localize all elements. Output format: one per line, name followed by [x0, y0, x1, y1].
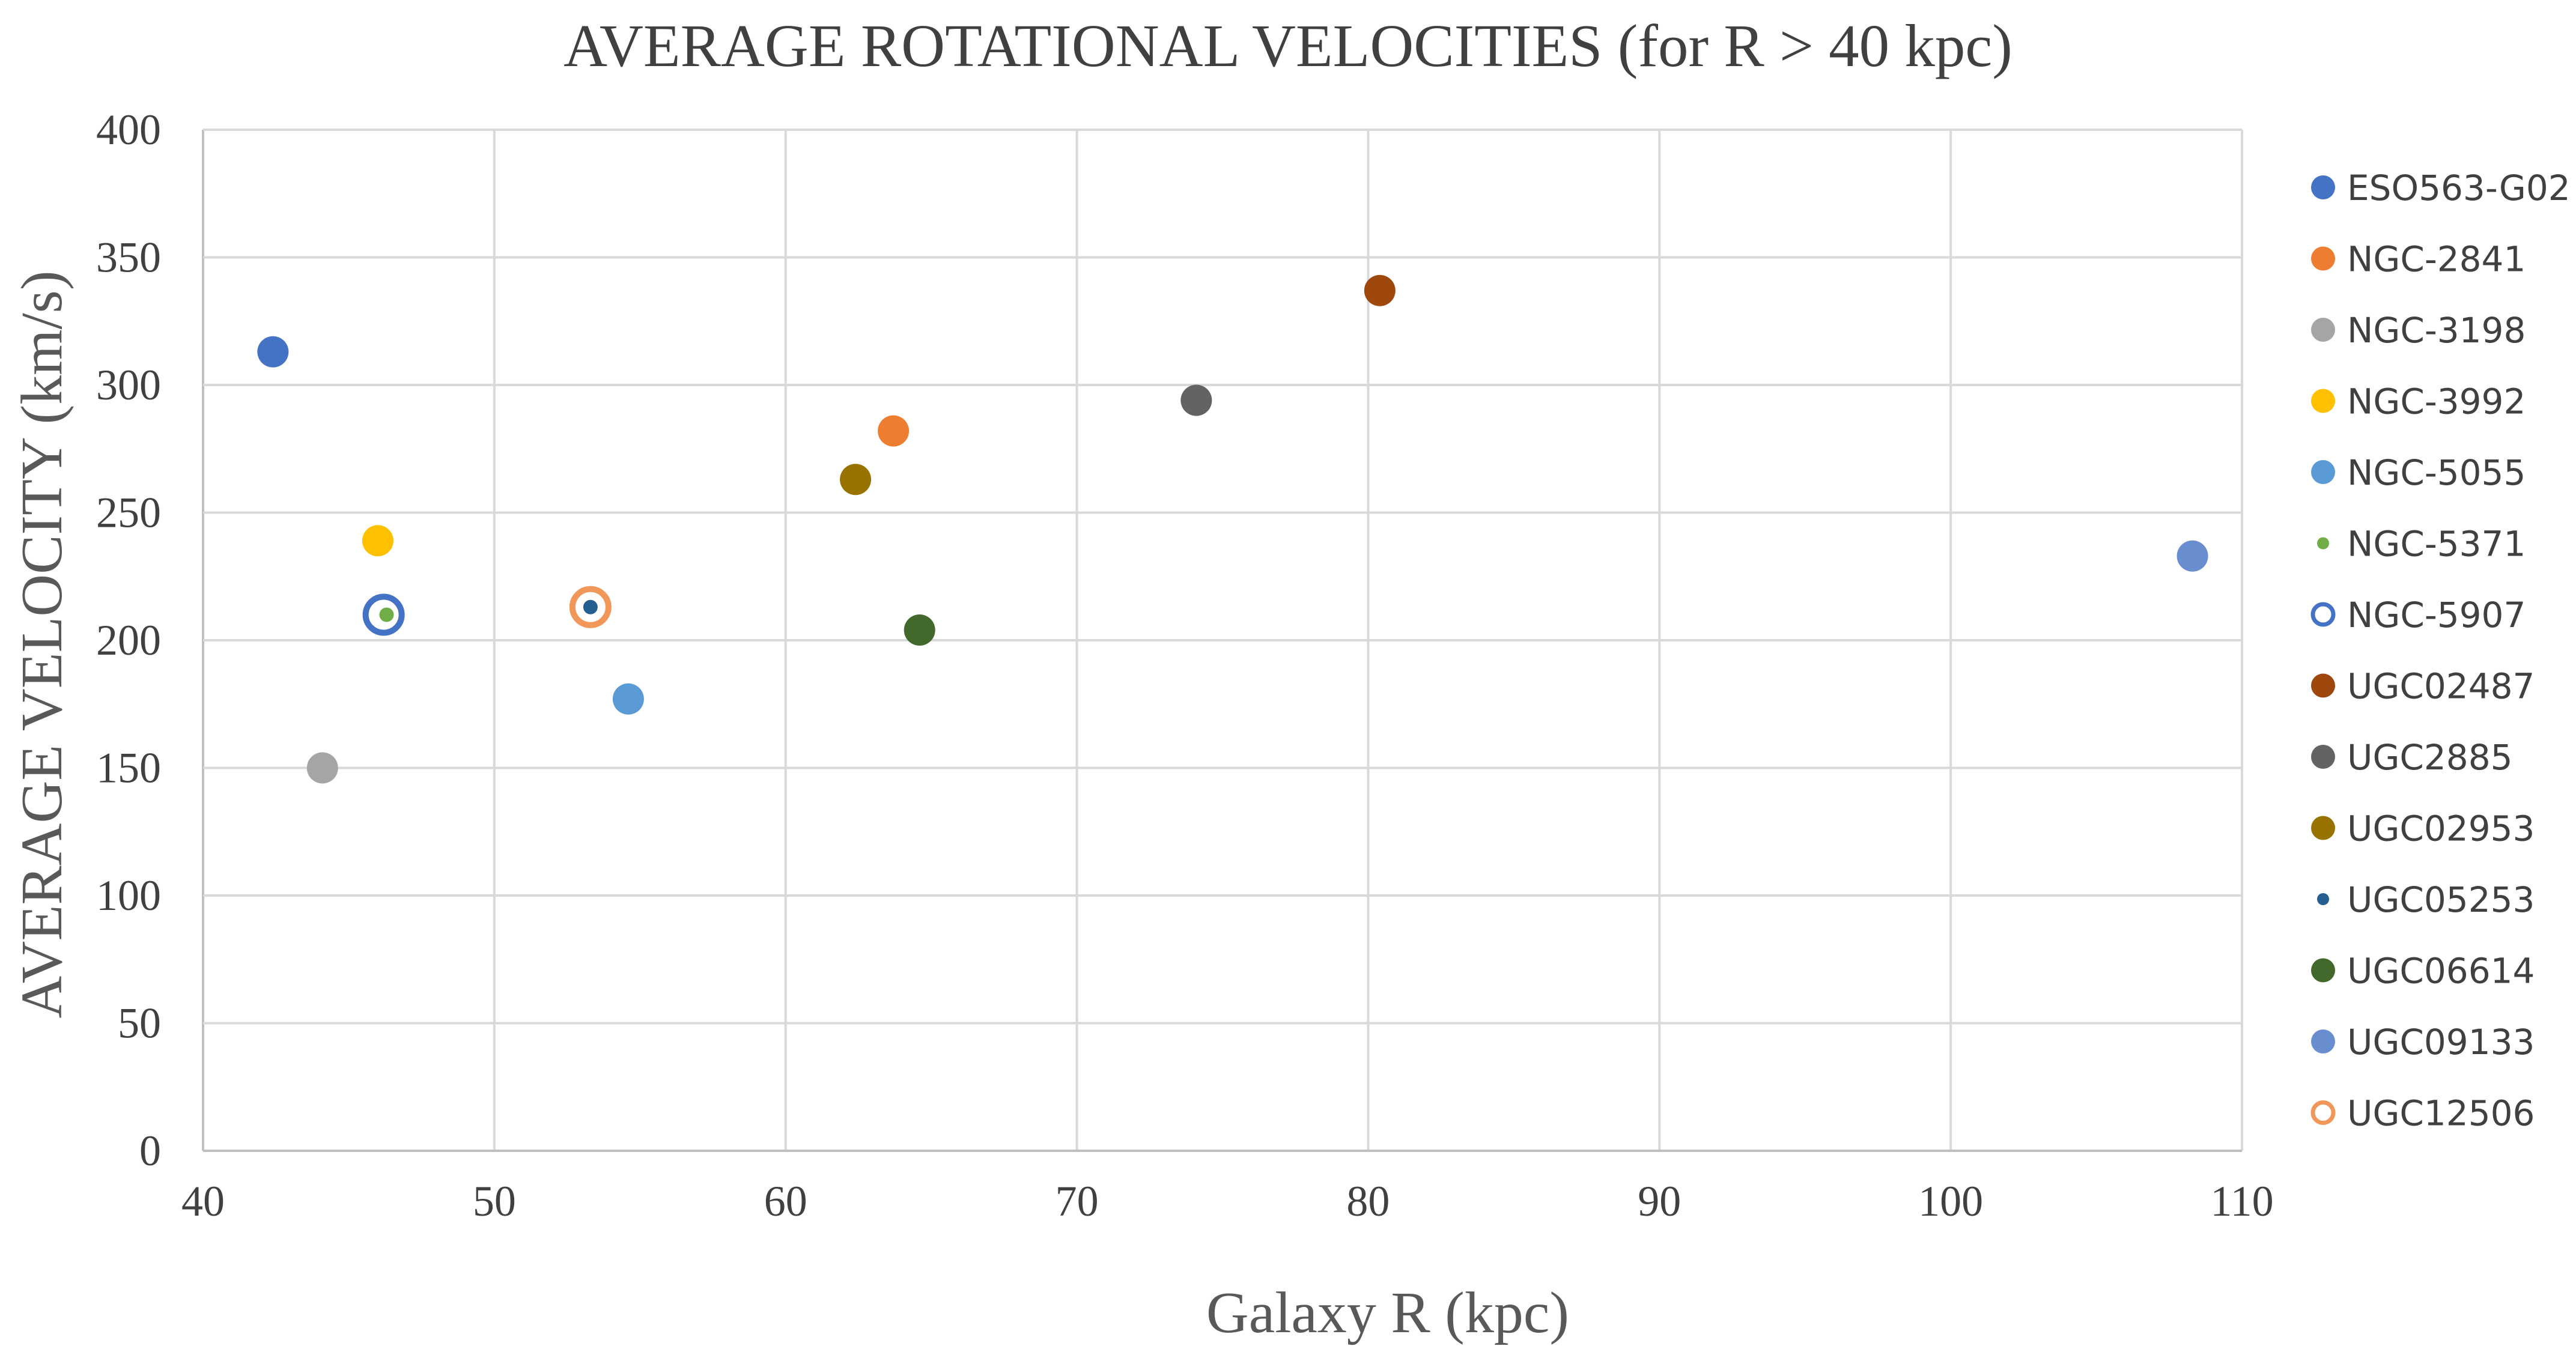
- legend-label-ugc05253: UGC05253: [2347, 879, 2535, 920]
- legend-label-ngc-5907: NGC-5907: [2347, 595, 2526, 635]
- y-tick-label: 150: [96, 744, 161, 792]
- x-tick-label: 60: [764, 1177, 807, 1225]
- y-tick-label: 300: [96, 361, 161, 409]
- legend-marker-ugc12506: [2310, 1100, 2336, 1125]
- y-tick-label: 350: [96, 234, 161, 282]
- tick-labels: 40 50 60 70 80 90 100 110 0 50 100 150 200 250 300 350 4…: [96, 106, 2274, 1225]
- x-tick-label: 80: [1346, 1177, 1390, 1225]
- data-point-ngc-3198: [306, 752, 338, 784]
- data-point-ugc12506: [569, 586, 612, 628]
- legend-label-ngc-5371: NGC-5371: [2347, 524, 2526, 565]
- data-point-ngc-5055: [612, 683, 644, 715]
- y-tick-label: 400: [96, 106, 161, 154]
- data-point-ngc-3992: [362, 525, 393, 557]
- data-point-ugc09133: [2177, 540, 2208, 572]
- data-point-ugc02953: [840, 464, 872, 496]
- legend-label-ugc2885: UGC2885: [2347, 737, 2513, 778]
- data-point-ngc-2841: [878, 415, 910, 447]
- y-tick-label: 250: [96, 489, 161, 537]
- y-axis-title: AVERAGE VELOCITY (km/s): [10, 271, 74, 1019]
- legend-marker-ugc02487: [2311, 673, 2335, 698]
- legend-marker-ngc-3992: [2311, 389, 2335, 413]
- y-tick-label: 0: [139, 1127, 161, 1175]
- gridlines: [202, 129, 2243, 1152]
- x-tick-label: 70: [1056, 1177, 1099, 1225]
- legend-marker-ugc02953: [2311, 816, 2335, 840]
- legend: ESO563-G02 NGC-2841 NGC-3198 NGC-3992 NGC-50…: [2310, 168, 2571, 1134]
- legend-label-ugc09133: UGC09133: [2347, 1022, 2535, 1062]
- y-tick-label: 100: [96, 872, 161, 920]
- x-tick-label: 110: [2210, 1177, 2273, 1225]
- data-point-ugc06614: [904, 614, 935, 646]
- legend-label-ngc-5055: NGC-5055: [2347, 452, 2526, 493]
- data-point-ugc2885: [1180, 384, 1212, 416]
- y-tick-label: 50: [118, 999, 161, 1047]
- legend-label-ngc-2841: NGC-2841: [2347, 239, 2526, 280]
- data-point-ngc-5371: [379, 607, 394, 622]
- legend-marker-ugc2885: [2311, 745, 2335, 769]
- y-tick-label: 200: [96, 616, 161, 664]
- x-tick-label: 90: [1638, 1177, 1681, 1225]
- legend-marker-ugc09133: [2311, 1029, 2335, 1053]
- legend-marker-ngc-5371: [2317, 537, 2329, 550]
- x-tick-label: 100: [1918, 1177, 1983, 1225]
- chart-title: AVERAGE ROTATIONAL VELOCITIES (for R > 4…: [564, 12, 2012, 79]
- legend-marker-ngc-5055: [2311, 460, 2335, 484]
- legend-label-ngc-3198: NGC-3198: [2347, 310, 2526, 351]
- legend-marker-ugc06614: [2311, 958, 2335, 983]
- legend-label-ugc06614: UGC06614: [2347, 951, 2535, 992]
- legend-marker-eso563-g02: [2311, 175, 2335, 199]
- legend-label-ugc02487: UGC02487: [2347, 666, 2535, 707]
- data-point-eso563-g02: [257, 336, 289, 368]
- data-point-ugc02487: [1364, 274, 1396, 306]
- data-points: [257, 274, 2208, 784]
- data-point-ngc-5907: [362, 593, 405, 636]
- data-point-ugc05253: [583, 599, 598, 614]
- legend-marker-ugc05253: [2317, 893, 2329, 905]
- x-axis-title: Galaxy R (kpc): [1206, 1281, 1569, 1345]
- legend-label-ugc02953: UGC02953: [2347, 808, 2535, 849]
- legend-label-ugc12506: UGC12506: [2347, 1093, 2535, 1134]
- legend-marker-ngc-5907: [2310, 602, 2336, 627]
- x-tick-label: 50: [473, 1177, 516, 1225]
- x-tick-label: 40: [181, 1177, 225, 1225]
- legend-marker-ngc-3198: [2311, 318, 2335, 342]
- legend-label-eso563-g02: ESO563-G02: [2347, 168, 2571, 208]
- legend-marker-ngc-2841: [2311, 246, 2335, 271]
- legend-label-ngc-3992: NGC-3992: [2347, 381, 2526, 422]
